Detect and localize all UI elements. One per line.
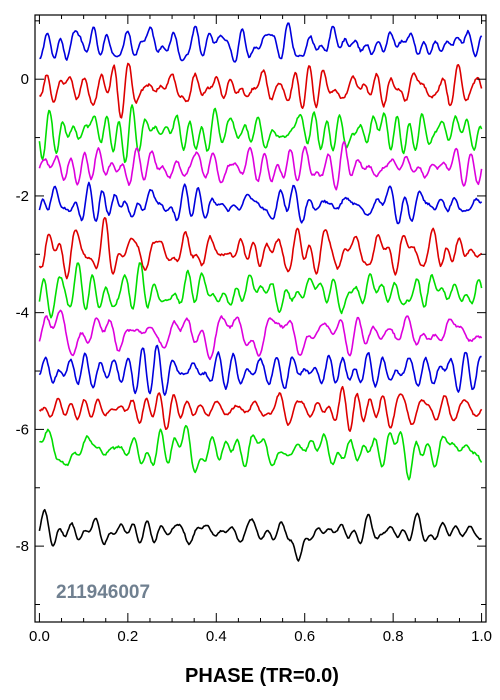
y-tick-label: -2 (16, 188, 29, 205)
series-line-1 (39, 22, 483, 63)
series-line-9 (38, 344, 482, 396)
plot-frame (34, 14, 487, 623)
series-line-3 (38, 104, 483, 164)
x-tick-label: 0.0 (29, 628, 50, 645)
x-tick-label: 1.0 (471, 628, 492, 645)
series-line-10 (38, 385, 483, 432)
series-line-2 (39, 62, 483, 119)
x-tick-label: 0.2 (117, 628, 138, 645)
series-line-4 (38, 141, 483, 191)
annotation-label: 211946007 (56, 582, 150, 603)
x-tick-label: 0.8 (383, 628, 404, 645)
y-tick-label: -8 (16, 538, 29, 555)
x-axis-label: PHASE (TR=0.0) (185, 665, 339, 687)
series-line-8 (38, 309, 483, 361)
axes-layer: 0.0 0.2 0.4 0.6 0.8 1.0 0 -2 -4 -6 -8 (16, 15, 492, 645)
x-tick-label: 0.6 (294, 628, 315, 645)
series-line-12 (38, 508, 482, 562)
y-tick-label: -4 (16, 305, 29, 322)
y-tick-label: -6 (16, 421, 29, 438)
series-layer (38, 22, 483, 562)
series-line-11 (39, 424, 483, 481)
y-tick-label: 0 (21, 71, 29, 88)
series-line-5 (38, 181, 483, 225)
series-line-7 (38, 262, 483, 319)
series-line-6 (38, 217, 483, 280)
x-tick-label: 0.4 (206, 628, 227, 645)
